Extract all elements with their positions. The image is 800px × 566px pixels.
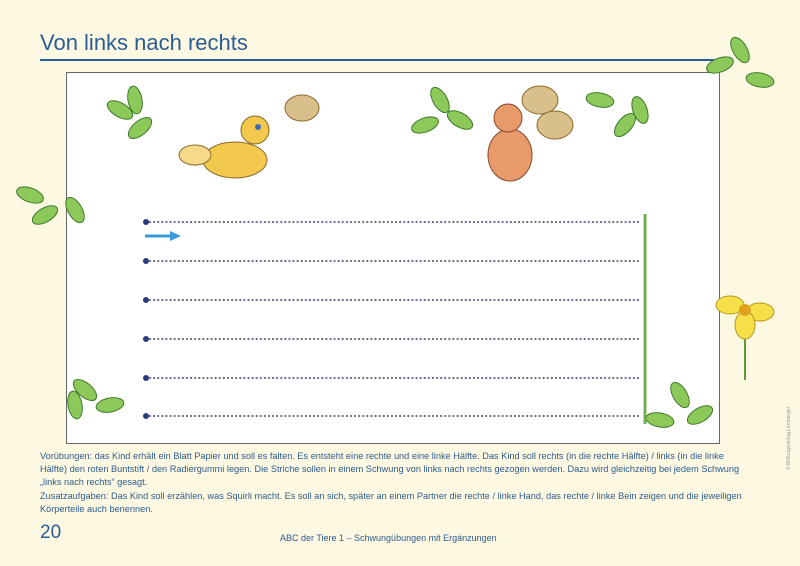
leaf <box>65 196 85 224</box>
leaf <box>686 405 714 425</box>
leaf <box>645 412 675 428</box>
start-dot <box>143 219 149 225</box>
start-dot <box>143 413 149 419</box>
leaf <box>127 117 153 139</box>
leaf <box>67 390 83 420</box>
start-dot <box>143 258 149 264</box>
yellow-flower <box>715 295 775 380</box>
leaf <box>631 96 649 124</box>
leaf <box>706 56 734 74</box>
leaf <box>585 92 615 108</box>
leaf <box>670 381 690 409</box>
exercise-frame <box>66 72 720 444</box>
start-dot <box>143 336 149 342</box>
tracing-lines <box>143 219 644 419</box>
leaf <box>72 379 98 401</box>
additional-tasks-text: Zusatzaufgaben: Das Kind soll erzählen, … <box>40 491 742 514</box>
copyright-notice: © Bildungsverlag Lemberger <box>786 406 792 470</box>
squirrel-carrying-nuts <box>487 85 574 182</box>
squirrel-catching-nut <box>178 94 320 179</box>
start-dot <box>143 297 149 303</box>
pre-exercise-text: Vorübungen: das Kind erhält ein Blatt Pa… <box>40 451 740 487</box>
leaf <box>430 86 450 114</box>
leaf <box>95 397 125 413</box>
start-dot <box>143 375 149 381</box>
leaf-decorations <box>16 36 775 428</box>
leaf <box>446 110 474 130</box>
page-title: Von links nach rechts <box>40 30 248 55</box>
leaf <box>31 205 59 225</box>
leaf <box>106 100 134 120</box>
leaf <box>411 116 439 134</box>
leaf <box>745 72 775 88</box>
direction-arrow-icon <box>145 231 181 241</box>
leaf <box>127 85 143 115</box>
title-underline <box>40 59 730 61</box>
book-title: ABC der Tiere 1 – Schwungübungen mit Erg… <box>280 533 497 543</box>
page-number: 20 <box>40 522 62 543</box>
leaf <box>16 186 44 204</box>
leaf <box>730 36 750 64</box>
